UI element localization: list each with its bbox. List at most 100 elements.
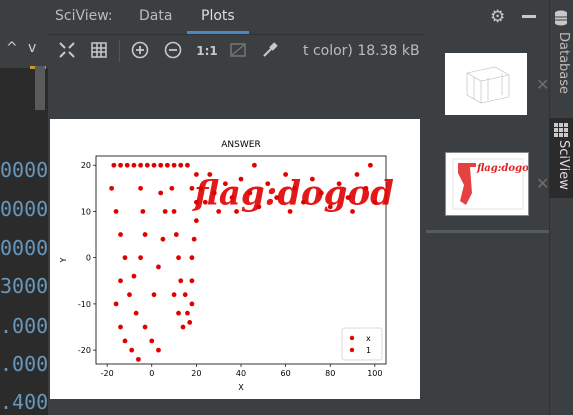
scatter-point-x: [193, 199, 199, 205]
scatter-point-1: [211, 190, 217, 196]
scatter-point-x: [187, 320, 193, 325]
scatter-point-1: [251, 162, 257, 168]
tab-data[interactable]: Data: [139, 8, 173, 24]
scroll-down-icon[interactable]: v: [28, 40, 37, 56]
legend-label: 1: [366, 346, 371, 355]
right-tool-stripe: [549, 0, 573, 415]
scatter-point-x: [176, 310, 181, 316]
editor-value: 0000: [0, 238, 48, 258]
scatter-point-1: [287, 209, 293, 214]
editor-navigation: ^ v: [0, 32, 48, 68]
scatter-point-x: [122, 255, 128, 261]
tool-window-title: SciView:: [55, 8, 113, 24]
x-tick-label: 40: [236, 369, 246, 378]
thumbnail-overlay-text: flag:dogod: [476, 163, 528, 174]
scatter-point-x: [185, 162, 190, 168]
y-axis-label: Y: [59, 257, 68, 263]
scatter-point-x: [189, 278, 195, 284]
background-toggle-icon[interactable]: [228, 41, 248, 61]
database-icon: [555, 10, 567, 26]
tab-plots[interactable]: Plots: [201, 8, 235, 24]
scatter-point-1: [327, 204, 333, 210]
scatter-point-x: [113, 209, 119, 214]
close-thumbnail-icon[interactable]: ✕: [536, 174, 550, 193]
close-thumbnail-icon[interactable]: ✕: [536, 75, 550, 94]
scatter-point-x: [129, 347, 135, 353]
scatter-point-1: [247, 190, 253, 196]
scatter-point-x: [109, 185, 115, 191]
stripe-label: Database: [556, 32, 571, 95]
thumbnails-divider: [426, 230, 549, 233]
scatter-point-1: [238, 176, 244, 182]
y-tick-label: 20: [81, 161, 91, 170]
minimize-icon[interactable]: [522, 15, 536, 18]
scatter-point-x: [151, 292, 157, 298]
scatter-point-x: [138, 255, 144, 261]
gear-icon[interactable]: ⚙: [490, 7, 506, 27]
scatter-point-x: [118, 162, 123, 168]
scatter-point-x: [131, 273, 137, 279]
scatter-point-x: [156, 264, 161, 270]
scatter-point-x: [138, 162, 144, 168]
legend-box: [341, 327, 383, 361]
editor-tab-strip: [0, 0, 48, 33]
plot-image[interactable]: ANSWER X Y -20 0 20 40 60 80 100 -20 -10 0 10 20 flag:d…: [50, 119, 420, 399]
editor-value: 3000: [0, 276, 48, 296]
scatter-point-1: [234, 209, 239, 214]
scatter-point-x: [173, 232, 179, 237]
scatter-point-1: [193, 172, 199, 177]
scatter-point-1: [292, 185, 297, 191]
scatter-point-1: [265, 181, 271, 187]
zoom-out-icon[interactable]: [163, 41, 183, 61]
x-axis-label: X: [238, 383, 244, 392]
fit-screen-icon[interactable]: [57, 41, 77, 61]
plot-thumbnail-3d[interactable]: [445, 53, 527, 115]
active-tab-indicator: [187, 31, 249, 34]
legend-marker: [349, 347, 355, 353]
plot-overlay-text: flag:dogod: [191, 174, 394, 214]
grid-icon[interactable]: [89, 41, 109, 61]
scatter-point-x: [124, 162, 130, 168]
scatter-point-x: [189, 255, 195, 261]
scatter-point-x: [118, 324, 123, 330]
scroll-up-icon[interactable]: ^: [6, 40, 18, 56]
y-tick-label: 0: [86, 254, 91, 263]
scatter-point-1: [350, 209, 355, 214]
scatter-point-x: [131, 162, 137, 168]
scatter-point-x: [178, 162, 184, 168]
scatter-point-x: [122, 338, 128, 344]
zoom-in-icon[interactable]: [130, 41, 150, 61]
scatter-point-x: [169, 185, 175, 191]
scatter-point-x: [138, 185, 144, 191]
scatter-point-x: [164, 162, 170, 168]
scatter-point-1: [216, 209, 222, 214]
x-tick-label: -20: [101, 369, 114, 378]
stripe-item-sciview[interactable]: SciView: [554, 122, 571, 190]
plot-thumbnail-answer[interactable]: flag:dogod: [445, 152, 536, 216]
color-picker-icon[interactable]: [260, 41, 280, 61]
actual-size-icon[interactable]: 1:1: [196, 44, 218, 58]
sciview-header: SciView: Data Plots ⚙: [48, 0, 549, 35]
scatter-point-x: [158, 162, 164, 168]
scatter-point-x: [156, 347, 161, 353]
scatter-point-1: [309, 176, 315, 182]
scatter-point-x: [142, 232, 148, 237]
x-tick-label: 0: [149, 369, 154, 378]
scatter-point-1: [283, 172, 289, 177]
x-tick-label: 60: [281, 369, 291, 378]
scatter-point-x: [160, 236, 166, 242]
legend-label: x: [366, 334, 371, 343]
x-tick-label: 100: [367, 369, 382, 378]
editor-value: .000: [0, 316, 48, 336]
scatter-point-x: [135, 356, 141, 362]
scatter-point-1: [336, 181, 342, 187]
editor-scrollbar[interactable]: [35, 66, 45, 110]
scatter-point-1: [372, 199, 378, 205]
scatter-point-x: [191, 236, 197, 242]
chart-title: ANSWER: [221, 140, 260, 150]
scatter-point-x: [176, 255, 181, 261]
y-tick-label: 10: [81, 207, 91, 216]
stripe-item-database[interactable]: Database: [554, 10, 571, 94]
scatter-point-x: [127, 292, 132, 298]
toolbar-separator: [119, 40, 120, 62]
